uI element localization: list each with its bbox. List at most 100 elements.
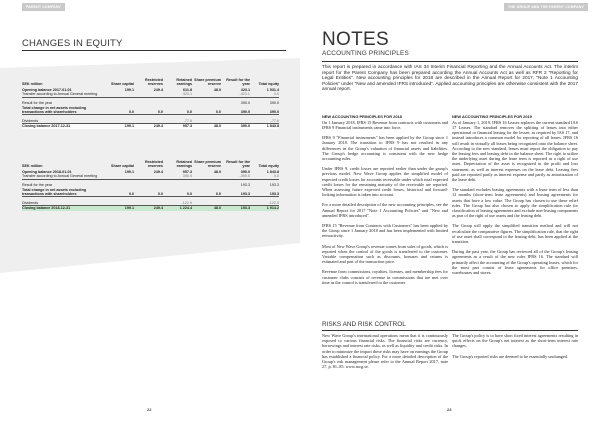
- row-label: Total change in net assets excluding tra…: [22, 187, 105, 198]
- cell-value: 957.3: [163, 123, 192, 129]
- cell-value: 0.0: [105, 187, 134, 198]
- section-heading: NEW ACCOUNTING PRINCIPLES FOR 2019: [452, 114, 532, 119]
- right-page: THE GROUP AND THE PARENT COMPANY NOTES A…: [300, 0, 600, 424]
- title-divider: [22, 50, 286, 51]
- cell-value: 0.0: [250, 174, 279, 180]
- table-row: Closing balance 2017-12-31 199.1 249.4 957.…: [22, 123, 279, 129]
- cell-value: 249.4: [134, 205, 163, 211]
- cell-value: 0.0: [163, 187, 192, 198]
- cell-value: 48.0: [192, 123, 221, 129]
- row-label: Transfer according to Annual General mee…: [22, 92, 105, 98]
- cell-value: 199.1: [105, 205, 134, 211]
- paragraph: On 1 January 2018, IFRS 15 Revenue from …: [322, 119, 448, 130]
- cell-value: 0.0: [250, 92, 279, 98]
- section-tag: PARENT COMPANY: [22, 3, 66, 11]
- table-row: Result for the year 390.0 390.0: [22, 101, 279, 106]
- paragraph: The Group's policy is to have short fixe…: [452, 333, 578, 349]
- cell-value: 48.0: [192, 205, 221, 211]
- table-row: Transfer according to Annual General mee…: [22, 92, 279, 98]
- left-page: PARENT COMPANY CHANGES IN EQUITY SEK mil…: [0, 3, 300, 412]
- cell-value: 193.3: [221, 187, 250, 198]
- table-row: Result for the year 193.3 193.3: [22, 183, 279, 188]
- risks-left-column: New Wave Group's international operation…: [322, 333, 448, 374]
- cell-value: -122.9: [268, 200, 279, 205]
- table-row: Total change in net assets excluding tra…: [22, 187, 279, 198]
- risks-heading: RISKS AND RISK CONTROL: [322, 321, 406, 328]
- column-header: Share premium reserve: [194, 160, 221, 168]
- table-row: Dividends -122.9 -122.9: [22, 201, 279, 206]
- cell-value: 0.0: [163, 105, 192, 116]
- cell-value: 1 224.4: [163, 205, 192, 211]
- cell-value: 249.4: [153, 87, 163, 92]
- cell-value: [105, 174, 134, 180]
- row-label: Total change in net assets excluding tra…: [22, 105, 105, 116]
- header-row: SEK million Share capital Restricted reser…: [22, 160, 279, 170]
- paragraph: As of January 1, 2019, IFRS 16 Leases re…: [452, 119, 578, 182]
- row-label: Closing balance 2017-12-31: [22, 123, 105, 129]
- column-header: Retained earnings: [176, 78, 192, 86]
- paragraph: During the past year, the Group has revi…: [452, 249, 578, 275]
- row-label: Dividends: [22, 200, 39, 205]
- page-number: 23: [447, 407, 452, 412]
- paragraph: For a more detailed description of the n…: [322, 202, 448, 218]
- equity-table-2017: SEK million Share capital Restricted reser…: [22, 78, 279, 129]
- column-header: SEK million: [22, 82, 43, 86]
- cell-value: 199.1: [124, 169, 134, 174]
- row-label: Result for the year: [22, 101, 53, 106]
- cell-value: 193.3: [269, 183, 279, 188]
- cell-value: -77.6: [183, 118, 192, 123]
- column-header: SEK million: [22, 164, 43, 168]
- column-header: Restricted reserves: [144, 160, 163, 168]
- column-header: Restricted reserves: [144, 78, 163, 86]
- column-header: Retained earnings: [176, 160, 192, 168]
- cell-value: 249.4: [134, 123, 163, 129]
- page-subtitle: ACCOUNTING PRINCIPLES: [322, 50, 409, 57]
- row-label: Result for the year: [22, 183, 53, 188]
- cell-value: [192, 92, 221, 98]
- page-title: NOTES: [322, 29, 389, 50]
- table-row: Closing balance 2018-12-31 199.1 249.4 1 22…: [22, 205, 279, 211]
- cell-value: 0.0: [105, 105, 134, 116]
- column-header: Total equity: [258, 82, 279, 86]
- title-divider: [322, 61, 578, 62]
- cell-value: 199.1: [124, 87, 134, 92]
- paragraph: The Group's reported risks are deemed to…: [452, 353, 569, 359]
- cell-value: 0.0: [134, 105, 163, 116]
- cell-value: 390.0: [221, 123, 250, 129]
- paragraph: Most of New Wave Group's revenue comes f…: [322, 243, 449, 265]
- principles-2018-column: NEW ACCOUNTING PRINCIPLES FOR 2018 On 1 …: [322, 114, 448, 290]
- cell-value: -77.6: [270, 118, 279, 123]
- column-header: Total equity: [258, 164, 279, 168]
- cell-value: 48.0: [213, 87, 221, 92]
- row-label: Opening balance 2017-01-01: [22, 87, 72, 92]
- paragraph: IFRS 9 "Financial instruments" has been …: [322, 135, 448, 161]
- cell-value: 390.0: [240, 169, 250, 174]
- cell-value: 0.0: [192, 105, 221, 116]
- row-label: Transfer according to Annual General mee…: [22, 174, 105, 180]
- cell-value: 199.1: [105, 123, 134, 129]
- cell-value: 1 914.2: [250, 205, 279, 211]
- row-label: Closing balance 2018-12-31: [22, 205, 105, 211]
- column-header: Share capital: [111, 82, 134, 86]
- row-label: Opening balance 2018-01-01: [22, 169, 72, 174]
- cell-value: [105, 92, 134, 98]
- cell-value: 0.0: [192, 187, 221, 198]
- cell-value: 48.0: [213, 169, 221, 174]
- paragraph: Under IFRS 9, credit losses are reported…: [322, 166, 448, 198]
- cell-value: 390.0: [163, 174, 192, 180]
- cell-value: -423.1: [221, 92, 250, 98]
- page-title: CHANGES IN EQUITY: [22, 38, 123, 49]
- table-row: Transfer according to Annual General mee…: [22, 174, 279, 180]
- paragraph: Revenue from commissions, royalties, lic…: [322, 269, 448, 285]
- cell-value: 423.1: [163, 92, 192, 98]
- column-header: Result for the year: [226, 78, 250, 86]
- cell-value: 390.0: [250, 105, 279, 116]
- table-row: Dividends -77.6 -77.6: [22, 119, 279, 124]
- column-header: Share capital: [111, 164, 134, 168]
- paragraph: The Group will apply the simplified tran…: [452, 223, 578, 244]
- cell-value: [134, 92, 163, 98]
- paragraph: New Wave Group's international operation…: [322, 333, 449, 370]
- paragraph: The standard excludes leasing agreements…: [452, 187, 578, 219]
- table-row: Opening balance 2017-01-01 199.1 249.4 611.…: [22, 88, 279, 93]
- cell-value: 193.3: [250, 187, 279, 198]
